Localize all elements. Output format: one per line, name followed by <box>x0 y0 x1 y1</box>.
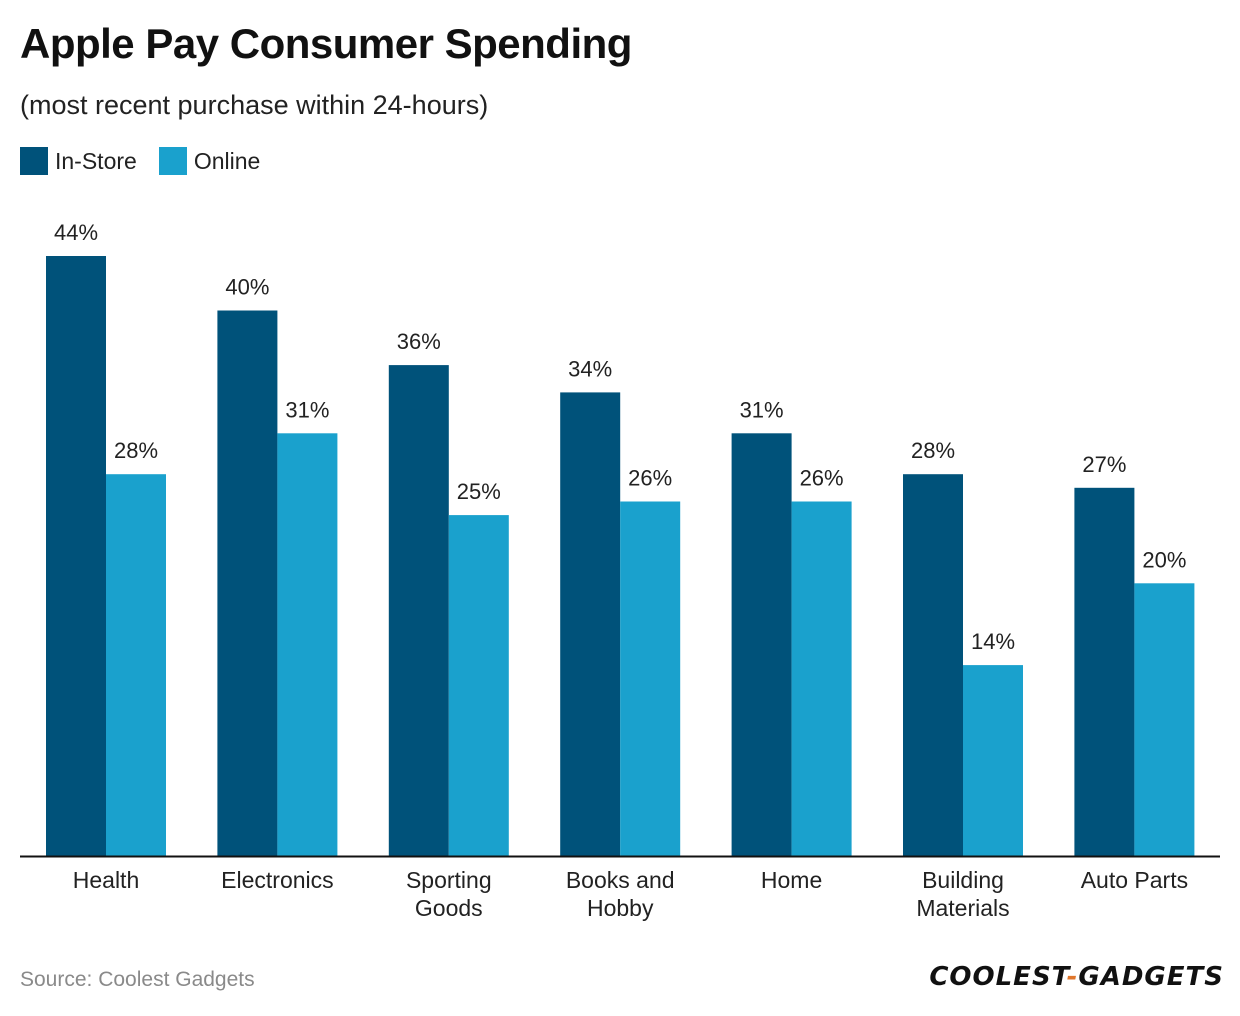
bar-in-store-1 <box>217 310 278 856</box>
category-label-5-line-0: Building <box>922 867 1004 893</box>
legend-swatch-in-store <box>20 147 48 175</box>
chart-subtitle: (most recent purchase within 24-hours) <box>20 90 489 120</box>
chart-title: Apple Pay Consumer Spending <box>20 20 632 67</box>
bar-online-4 <box>791 501 852 856</box>
bar-online-1 <box>277 433 338 856</box>
data-label-online-5: 14% <box>971 629 1015 654</box>
bar-in-store-6 <box>1074 487 1135 856</box>
bar-in-store-4 <box>731 433 792 856</box>
legend-item-online: Online <box>158 147 261 175</box>
bar-online-0 <box>106 474 166 856</box>
brand-logo-dash: - <box>1066 962 1079 992</box>
bar-online-5 <box>963 665 1023 856</box>
chart-legend: In-Store Online <box>20 146 282 176</box>
data-label-online-3: 26% <box>628 466 672 491</box>
brand-logo-left: COOLEST <box>929 962 1067 992</box>
data-label-in-store-5: 28% <box>911 438 955 463</box>
data-label-online-0: 28% <box>114 438 158 463</box>
data-label-online-6: 20% <box>1142 547 1186 572</box>
data-label-online-1: 31% <box>285 397 329 422</box>
category-label-4: Home <box>761 867 822 893</box>
category-label-3-line-0: Books and <box>566 867 675 893</box>
bar-in-store-2 <box>388 365 449 856</box>
source-note: Source: Coolest Gadgets <box>20 968 255 991</box>
category-label-1: Electronics <box>221 867 333 893</box>
data-label-online-2: 25% <box>457 479 501 504</box>
bar-online-2 <box>448 515 509 856</box>
legend-swatch-online <box>158 147 187 175</box>
category-label-5-line-1: Materials <box>916 895 1009 921</box>
category-label-3-line-1: Hobby <box>587 895 654 921</box>
bar-chart: 44% 28% Health 40% 31% Electronics 36% 25% Sport… <box>20 220 1220 921</box>
bar-in-store-5 <box>903 474 963 856</box>
bar-in-store-3 <box>560 392 621 856</box>
data-label-in-store-1: 40% <box>225 275 269 300</box>
bar-online-3 <box>620 501 681 856</box>
bar-in-store-0 <box>46 256 106 856</box>
category-label-6: Auto Parts <box>1081 867 1188 893</box>
data-label-in-store-4: 31% <box>740 397 784 422</box>
legend-label-in-store: In-Store <box>55 147 137 174</box>
legend-label-online: Online <box>193 147 261 174</box>
category-label-0: Health <box>73 867 139 893</box>
data-label-in-store-3: 34% <box>568 356 612 381</box>
bar-online-6 <box>1134 583 1195 856</box>
brand-logo-right: GADGETS <box>1078 962 1224 992</box>
data-label-in-store-0: 44% <box>54 220 98 245</box>
legend-item-in-store: In-Store <box>20 147 137 175</box>
brand-logo: COOLEST-GADGETS <box>929 962 1224 992</box>
data-label-online-4: 26% <box>800 466 844 491</box>
category-label-2-line-1: Goods <box>415 895 483 921</box>
data-label-in-store-2: 36% <box>397 329 441 354</box>
category-label-2-line-0: Sporting <box>406 867 492 893</box>
data-label-in-store-6: 27% <box>1082 452 1126 477</box>
